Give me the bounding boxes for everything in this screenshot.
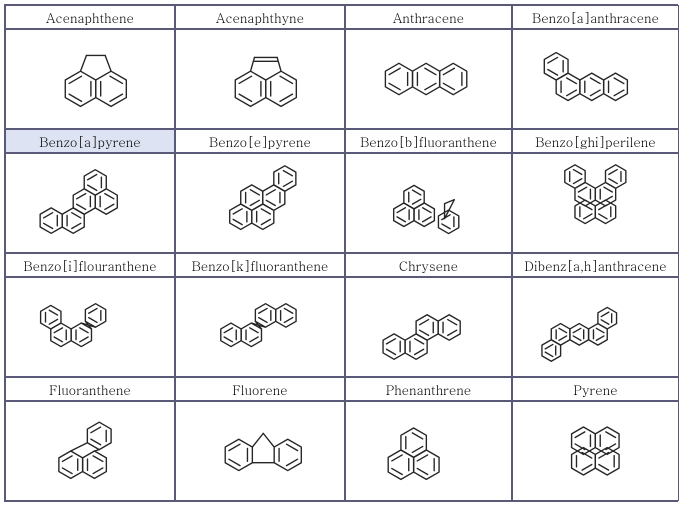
compound-header: Benzo[ghi]perilene	[512, 129, 679, 153]
compound-header: Phenanthrene	[345, 377, 512, 401]
compound-structure	[512, 153, 679, 253]
compound-structure	[5, 277, 175, 377]
compound-structure	[345, 277, 512, 377]
compound-structure	[5, 401, 175, 501]
compound-structure	[345, 29, 512, 129]
compound-structure	[345, 153, 512, 253]
compound-header: Fluoranthene	[5, 377, 175, 401]
compound-header: Dibenz[a,h]anthracene	[512, 253, 679, 277]
compound-header: Benzo[a]anthracene	[512, 5, 679, 29]
compound-header: Benzo[a]pyrene	[5, 129, 175, 153]
compound-header: Pyrene	[512, 377, 679, 401]
compound-structure	[175, 153, 345, 253]
compound-structure	[5, 153, 175, 253]
compound-grid: AcenaphtheneAcenaphthyneAnthraceneBenzo[…	[4, 4, 678, 502]
compound-structure	[175, 29, 345, 129]
compound-structure	[345, 401, 512, 501]
compound-structure	[512, 29, 679, 129]
compound-structure	[512, 277, 679, 377]
compound-structure	[175, 401, 345, 501]
compound-header: Acenaphthene	[5, 5, 175, 29]
compound-header: Benzo[e]pyrene	[175, 129, 345, 153]
compound-structure	[5, 29, 175, 129]
compound-header: Anthracene	[345, 5, 512, 29]
compound-header: Benzo[k]fluoranthene	[175, 253, 345, 277]
compound-structure	[175, 277, 345, 377]
compound-header: Benzo[b]fluoranthene	[345, 129, 512, 153]
compound-header: Benzo[i]flouranthene	[5, 253, 175, 277]
compound-header: Fluorene	[175, 377, 345, 401]
compound-header: Chrysene	[345, 253, 512, 277]
compound-structure	[512, 401, 679, 501]
compound-header: Acenaphthyne	[175, 5, 345, 29]
